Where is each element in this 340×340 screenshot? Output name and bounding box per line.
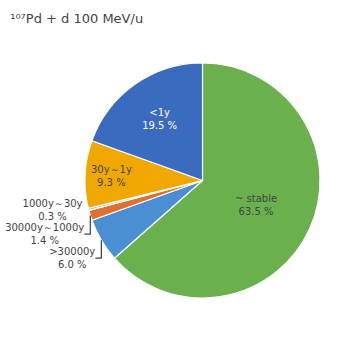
svg-text:30000y～1000y1.4 %: 30000y～1000y1.4 % [5,222,84,246]
svg-text:>30000y6.0 %: >30000y6.0 % [49,246,95,270]
svg-text:<1y19.5 %: <1y19.5 % [142,107,177,131]
svg-text:30y～1y9.3 %: 30y～1y9.3 % [91,164,132,188]
svg-text:~ stable63.5 %: ~ stable63.5 % [235,193,277,217]
svg-text:1000y～30y0.3 %: 1000y～30y0.3 % [23,198,83,222]
svg-text:¹⁰⁷Pd + d 100 MeV/u: ¹⁰⁷Pd + d 100 MeV/u [10,11,143,26]
